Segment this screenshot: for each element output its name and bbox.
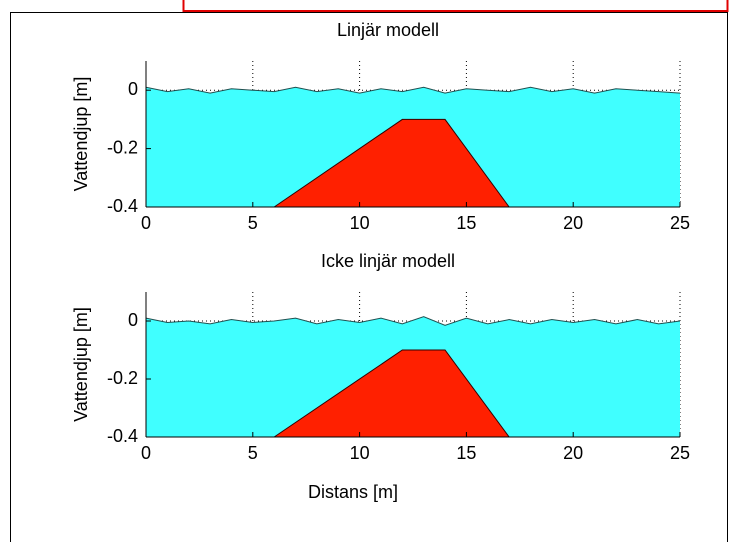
y-tick-label: 0	[128, 79, 138, 99]
x-tick-label: 10	[350, 443, 370, 463]
x-tick-label: 15	[456, 443, 476, 463]
y-axis-label: Vattendjup [m]	[71, 77, 91, 192]
y-tick-label: 0	[128, 310, 138, 330]
x-axis-label: Distans [m]	[308, 482, 398, 502]
y-tick-label: -0.4	[107, 426, 138, 446]
x-tick-label: 25	[670, 443, 690, 463]
y-tick-label: -0.2	[107, 368, 138, 388]
x-tick-label: 20	[563, 443, 583, 463]
y-tick-label: -0.4	[107, 196, 138, 216]
chart-title: Icke linjär modell	[321, 251, 455, 271]
y-tick-label: -0.2	[107, 137, 138, 157]
x-tick-label: 5	[248, 213, 258, 233]
water-surface	[145, 316, 681, 326]
red-box	[182, 0, 729, 12]
x-tick-label: 10	[350, 213, 370, 233]
y-axis-label: Vattendjup [m]	[71, 307, 91, 422]
x-tick-label: 20	[563, 213, 583, 233]
x-tick-label: 0	[141, 443, 151, 463]
x-tick-label: 25	[670, 213, 690, 233]
x-tick-label: 0	[141, 213, 151, 233]
x-tick-label: 15	[456, 213, 476, 233]
chart-title: Linjär modell	[337, 20, 439, 40]
water-surface	[145, 86, 681, 94]
x-tick-label: 5	[248, 443, 258, 463]
